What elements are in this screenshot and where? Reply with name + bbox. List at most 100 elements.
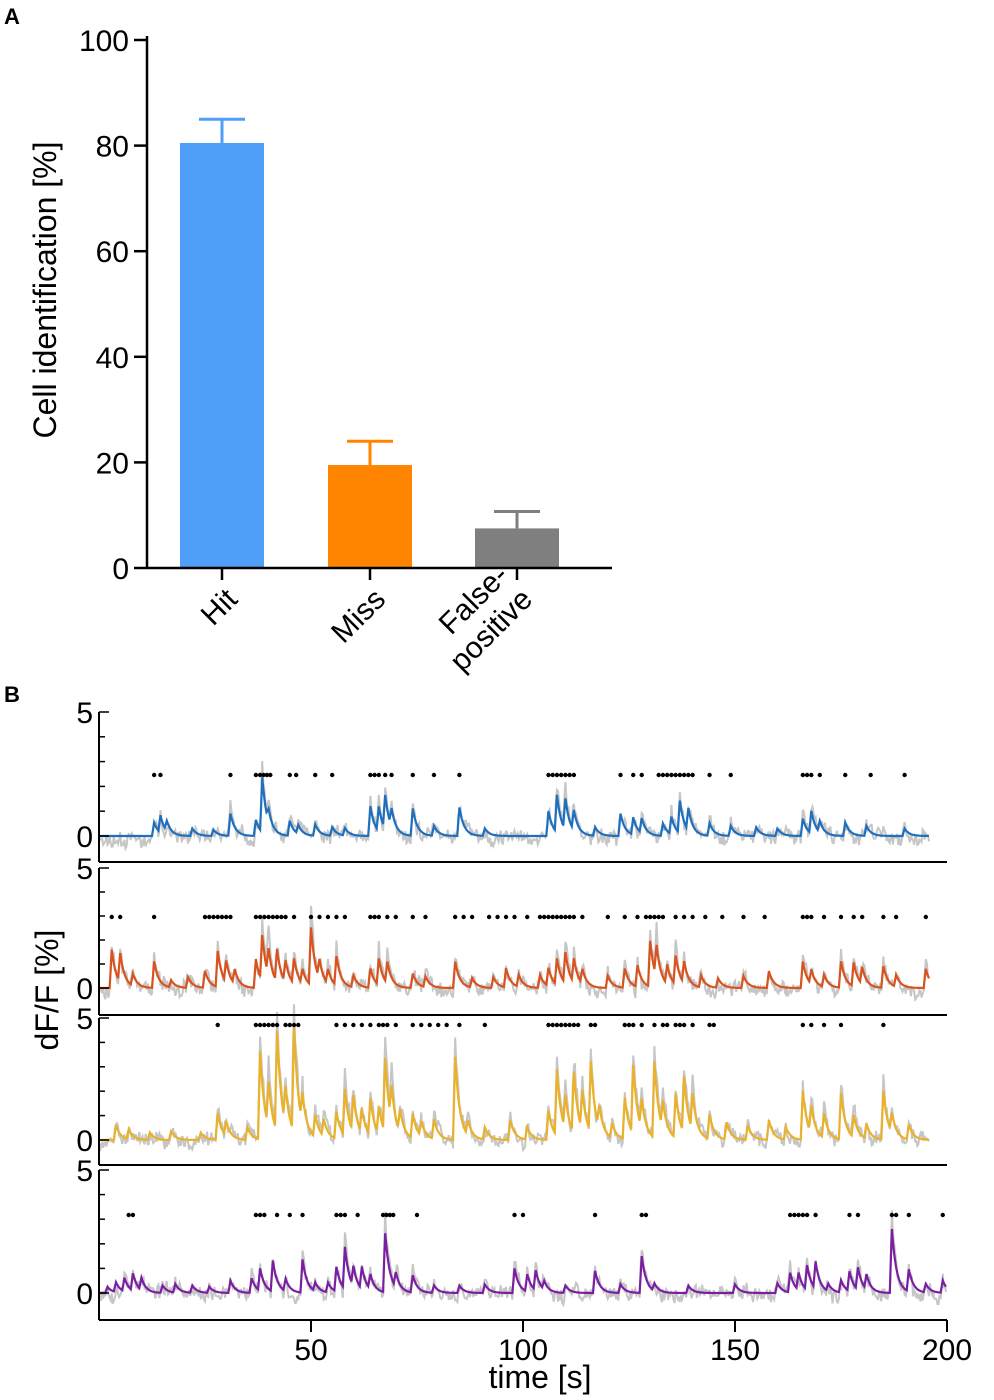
spike-dot — [342, 914, 348, 920]
spike-dot — [158, 772, 163, 778]
spike-dot — [207, 914, 212, 920]
spike-dot — [707, 772, 712, 778]
spike-dot — [376, 914, 382, 920]
spike-dot — [457, 772, 462, 778]
y-tick-label: 0 — [76, 973, 93, 1006]
spike-dot — [368, 1022, 373, 1028]
spike-dot — [359, 1022, 365, 1028]
spike-dot — [330, 772, 335, 778]
spike-dot — [436, 1022, 441, 1028]
panel-label-a: A — [4, 4, 20, 29]
spike-dot — [342, 1022, 348, 1028]
spike-dot — [380, 1212, 386, 1218]
spike-dot — [660, 772, 666, 778]
spike-dot — [393, 1022, 398, 1028]
spike-dot — [673, 772, 678, 778]
spike-dot — [383, 772, 388, 778]
spike-dot — [338, 1212, 343, 1218]
spike-dot — [809, 1022, 814, 1028]
spike-dot — [558, 1022, 564, 1028]
category-label-text: Hit — [195, 582, 245, 632]
spike-dot — [800, 772, 806, 778]
spike-dot — [525, 914, 530, 920]
spike-dot — [262, 1212, 267, 1218]
panel-label-b: B — [4, 682, 20, 707]
spike-dot — [385, 1022, 390, 1028]
bar-0 — [180, 142, 264, 568]
spike-dot — [690, 772, 695, 778]
spike-dot — [558, 914, 564, 920]
spike-dot — [787, 1212, 793, 1218]
spike-dot — [881, 914, 886, 920]
spike-dot — [923, 914, 928, 920]
spike-dot — [317, 914, 322, 920]
spike-dot — [296, 1022, 301, 1028]
spike-dot — [838, 1022, 844, 1028]
spike-dot — [762, 914, 767, 920]
spike-dot — [372, 914, 377, 920]
spike-dot — [457, 1022, 462, 1028]
raw-trace-2 — [98, 905, 930, 1002]
spike-dot — [414, 1212, 420, 1218]
spike-dot — [257, 772, 263, 778]
spike-dot — [563, 1022, 568, 1028]
spike-dot — [512, 1212, 517, 1218]
spike-dot — [452, 914, 458, 920]
spike-dot — [287, 1212, 292, 1218]
spike-dot — [287, 772, 292, 778]
y-tick-label: 0 — [76, 1125, 93, 1158]
spike-dot — [410, 772, 415, 778]
spike-dot — [622, 1022, 627, 1028]
spike-dot — [419, 1022, 424, 1028]
spike-dot — [809, 772, 814, 778]
y-tick-label: 80 — [96, 131, 129, 164]
spike-dot — [656, 772, 661, 778]
spike-dot — [215, 1022, 220, 1028]
category-label-1: Miss — [325, 583, 392, 650]
spike-dot — [264, 772, 270, 778]
category-label-0: Hit — [195, 582, 245, 632]
spike-dot — [270, 1022, 276, 1028]
spike-dot — [293, 772, 299, 778]
spike-dot — [261, 772, 266, 778]
spike-dot — [893, 914, 899, 920]
spike-dot — [266, 1022, 271, 1028]
x-tick-label: 100 — [498, 1334, 548, 1367]
spike-dot — [643, 1212, 649, 1218]
spike-dot — [686, 772, 691, 778]
spike-dot — [681, 1022, 687, 1028]
y-tick-label: 100 — [79, 25, 129, 58]
spike-dot — [906, 1212, 912, 1218]
spike-dot — [368, 772, 373, 778]
x-tick-label: 200 — [922, 1334, 972, 1367]
spike-dot — [219, 914, 225, 920]
spike-dot — [300, 1212, 305, 1218]
spike-dot — [800, 1022, 806, 1028]
spike-dot — [592, 1212, 598, 1218]
spike-dot — [893, 1212, 899, 1218]
spike-dot — [151, 772, 157, 778]
spike-dot — [126, 1212, 131, 1218]
spike-dot — [279, 914, 284, 920]
spike-dot — [351, 1022, 356, 1028]
spike-dot — [482, 1022, 488, 1028]
spike-dot — [838, 914, 844, 920]
spike-dot — [847, 1212, 852, 1218]
spike-dot — [283, 1022, 288, 1028]
spike-dot — [393, 914, 398, 920]
spike-dot — [567, 914, 572, 920]
bar-2 — [475, 528, 559, 568]
spike-dot — [253, 1022, 259, 1028]
spike-dot — [652, 914, 657, 920]
spike-dot — [546, 1022, 551, 1028]
spike-dot — [575, 1022, 581, 1028]
spike-dot — [410, 914, 415, 920]
spike-dot — [558, 772, 564, 778]
spike-dot — [325, 914, 331, 920]
spike-dot — [368, 914, 373, 920]
spike-dot — [648, 914, 653, 920]
spike-dot — [550, 1022, 555, 1028]
spike-dot — [809, 914, 814, 920]
spike-dot — [567, 1022, 572, 1028]
